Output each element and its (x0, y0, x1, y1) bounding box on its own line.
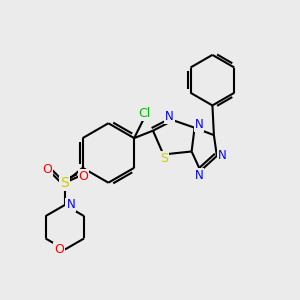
Text: Cl: Cl (138, 107, 151, 120)
Text: O: O (54, 243, 64, 256)
Text: N: N (195, 169, 203, 182)
Text: S: S (60, 176, 69, 190)
Text: Cl: Cl (138, 107, 151, 120)
Text: N: N (165, 110, 174, 123)
Text: O: O (42, 163, 52, 176)
Text: O: O (79, 170, 88, 183)
Text: N: N (66, 199, 75, 212)
Text: S: S (160, 152, 168, 165)
Text: N: N (195, 118, 203, 130)
Text: N: N (218, 149, 226, 162)
